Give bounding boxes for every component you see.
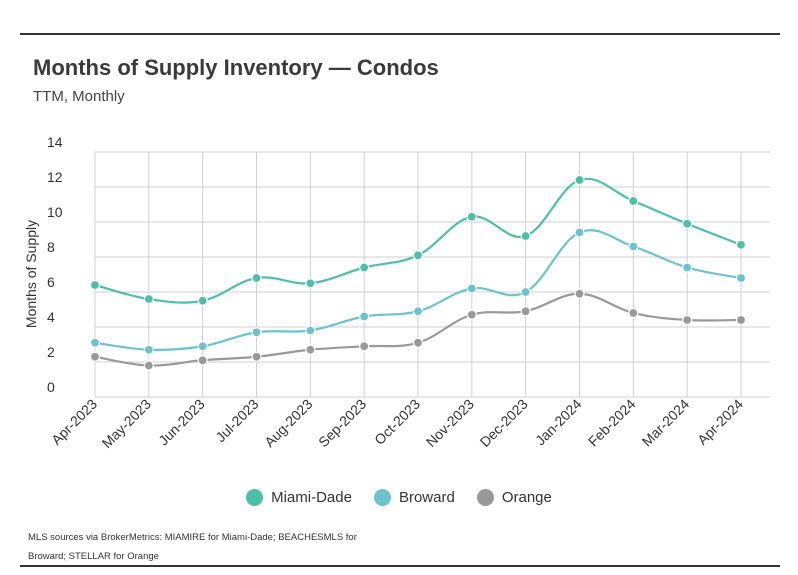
y-tick-label: 0 [47, 379, 55, 395]
x-tick-label: Apr-2024 [694, 396, 746, 448]
data-point-broward [359, 311, 370, 322]
legend-item-miami-dade[interactable]: Miami-Dade [246, 489, 352, 506]
y-tick-label: 12 [47, 169, 63, 185]
data-point-orange [251, 351, 262, 362]
x-tick-label: Aug-2023 [261, 396, 315, 450]
data-point-orange [735, 314, 747, 326]
y-tick-label: 2 [47, 344, 55, 360]
y-tick-label: 8 [47, 239, 55, 255]
data-point-broward [89, 337, 101, 348]
x-tick-label: Jan-2024 [532, 396, 585, 449]
x-tick-label: Jul-2023 [212, 396, 261, 445]
data-point-orange [466, 309, 477, 320]
data-point-miami-dade [251, 272, 262, 284]
data-point-miami-dade [466, 211, 477, 222]
x-tick-label: Oct-2023 [371, 396, 423, 448]
data-point-orange [305, 344, 316, 355]
data-point-miami-dade [520, 230, 531, 242]
data-point-orange [520, 306, 531, 317]
data-point-broward [628, 241, 639, 252]
data-point-orange [359, 341, 370, 352]
data-point-broward [412, 306, 424, 317]
data-point-broward [143, 344, 154, 355]
top-rule [20, 33, 780, 35]
data-point-miami-dade [574, 174, 585, 186]
data-point-broward [197, 341, 208, 352]
x-tick-label: Apr-2023 [48, 396, 100, 448]
y-tick-label: 6 [47, 274, 55, 290]
y-tick-label: 4 [47, 309, 55, 325]
data-point-miami-dade [305, 278, 316, 289]
data-point-broward [251, 327, 262, 338]
data-point-broward [520, 286, 531, 298]
legend-label: Miami-Dade [271, 489, 352, 506]
x-tick-label: Nov-2023 [423, 396, 477, 450]
x-tick-label: Feb-2024 [585, 396, 639, 450]
data-point-miami-dade [628, 195, 639, 207]
data-point-miami-dade [89, 279, 101, 291]
x-tick-label: Sep-2023 [315, 396, 369, 450]
data-point-orange [197, 355, 208, 366]
data-point-miami-dade [359, 262, 370, 273]
legend-label: Orange [501, 489, 552, 506]
chart-title: Months of Supply Inventory — Condos [33, 55, 439, 80]
data-point-orange [628, 307, 639, 319]
legend-item-orange[interactable]: Orange [476, 489, 552, 506]
legend-swatch [246, 489, 264, 506]
data-point-broward [574, 227, 585, 238]
legend-swatch [373, 489, 391, 506]
data-point-broward [466, 283, 477, 294]
data-point-orange [682, 314, 693, 326]
chart-subtitle: TTM, Monthly [33, 88, 125, 105]
x-tick-label: Jun-2023 [155, 396, 208, 449]
data-point-orange [89, 351, 101, 362]
data-point-miami-dade [682, 218, 693, 229]
data-point-broward [305, 325, 316, 336]
data-point-miami-dade [143, 293, 154, 305]
data-point-orange [574, 288, 585, 299]
x-tick-label: Dec-2023 [477, 396, 531, 450]
data-point-miami-dade [412, 250, 424, 261]
y-tick-label: 14 [47, 134, 63, 150]
data-point-orange [412, 337, 424, 348]
data-point-broward [735, 272, 747, 284]
source-note: MLS sources via BrokerMetrics: MIAMIRE f… [28, 532, 357, 562]
x-tick-label: Mar-2024 [639, 396, 693, 450]
data-point-orange [143, 360, 154, 371]
y-axis-label: Months of Supply [23, 220, 39, 328]
x-tick-label: May-2023 [99, 396, 154, 451]
legend-swatch [476, 489, 494, 506]
data-point-miami-dade [735, 239, 747, 250]
data-point-miami-dade [197, 295, 208, 306]
bottom-rule [20, 565, 780, 567]
data-point-broward [682, 262, 693, 273]
legend: Miami-Dade Broward Orange [0, 489, 798, 506]
legend-item-broward[interactable]: Broward [373, 489, 455, 506]
y-tick-label: 10 [47, 204, 63, 220]
legend-label: Broward [398, 489, 455, 506]
